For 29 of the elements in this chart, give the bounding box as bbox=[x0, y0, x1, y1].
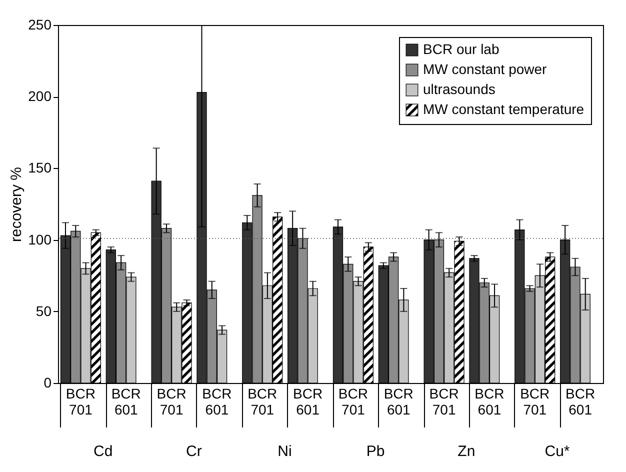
y-tick-label: 0 bbox=[44, 374, 52, 390]
x-tick-label: BCR 701 bbox=[338, 386, 368, 418]
legend-label: MW constant temperature bbox=[423, 101, 584, 117]
text: Cd bbox=[93, 443, 113, 460]
y-tick-label: 250 bbox=[28, 16, 52, 32]
x-tick-label: BCR 701 bbox=[520, 386, 550, 418]
x-tick-label: BCR 701 bbox=[66, 386, 96, 418]
text: Cu* bbox=[544, 443, 570, 460]
legend-label: MW constant power bbox=[423, 61, 548, 77]
text: Pb bbox=[366, 443, 385, 460]
x-tick-label: BCR 701 bbox=[248, 386, 278, 418]
x-tick-label: BCR 601 bbox=[566, 386, 596, 418]
y-axis-title: recovery % bbox=[8, 166, 26, 242]
x-tick-label: BCR 601 bbox=[474, 386, 504, 418]
y-tick-label: 200 bbox=[28, 88, 52, 104]
legend-label: ultrasounds bbox=[423, 81, 496, 97]
x-tick-label: BCR 701 bbox=[429, 386, 459, 418]
text: Cr bbox=[186, 443, 202, 460]
x-tick-label: BCR 601 bbox=[111, 386, 141, 418]
x-tick-label: BCR 601 bbox=[384, 386, 414, 418]
text: Zn bbox=[458, 443, 476, 460]
y-tick-label: 150 bbox=[28, 160, 52, 176]
x-tick-label: BCR 701 bbox=[156, 386, 186, 418]
x-tick-label: BCR 601 bbox=[202, 386, 232, 418]
x-tick-label: BCR 601 bbox=[293, 386, 323, 418]
text: Ni bbox=[278, 443, 292, 460]
legend-label: BCR our lab bbox=[423, 41, 500, 57]
y-tick-label: 100 bbox=[28, 231, 52, 248]
y-tick-label: 50 bbox=[36, 302, 52, 319]
